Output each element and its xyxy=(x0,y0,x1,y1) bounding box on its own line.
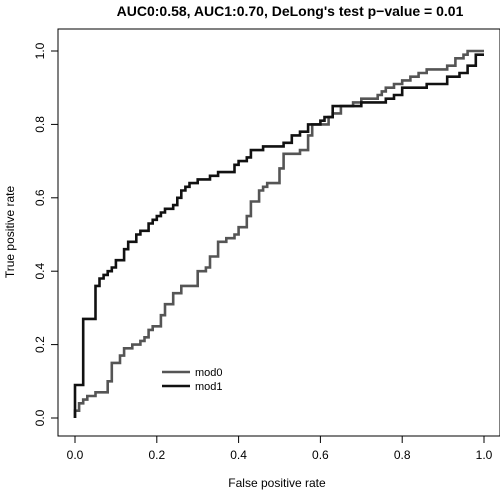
x-tick-label-3: 0.6 xyxy=(312,448,329,462)
series-line-mod0 xyxy=(73,49,484,418)
y-tick-label-4: 0.8 xyxy=(33,116,47,133)
x-axis-title: False positive rate xyxy=(228,476,326,490)
y-axis: 0.0 0.2 0.4 0.6 0.8 1.0 xyxy=(33,42,59,426)
x-tick-label-0: 0.0 xyxy=(67,448,84,462)
chart-title: AUC0:0.58, AUC1:0.70, DeLong's test p−va… xyxy=(117,3,464,19)
y-tick-label-0: 0.0 xyxy=(33,409,47,426)
series-line-mod1 xyxy=(73,53,484,418)
y-axis-title: True positive rate xyxy=(3,186,17,279)
legend-label-mod0: mod0 xyxy=(195,367,223,379)
legend-label-mod1: mod1 xyxy=(195,381,223,393)
x-tick-label-5: 1.0 xyxy=(476,448,493,462)
x-tick-label-2: 0.4 xyxy=(230,448,247,462)
y-tick-label-2: 0.4 xyxy=(33,263,47,280)
legend: mod0 mod1 xyxy=(162,367,223,393)
y-tick-label-1: 0.2 xyxy=(33,336,47,353)
x-tick-label-4: 0.8 xyxy=(394,448,411,462)
y-tick-label-3: 0.6 xyxy=(33,189,47,206)
x-axis: 0.0 0.2 0.4 0.6 0.8 1.0 xyxy=(67,435,493,462)
plot-frame xyxy=(57,28,500,437)
y-tick-label-5: 1.0 xyxy=(33,42,47,59)
series-layer xyxy=(73,49,484,418)
x-tick-label-1: 0.2 xyxy=(148,448,165,462)
